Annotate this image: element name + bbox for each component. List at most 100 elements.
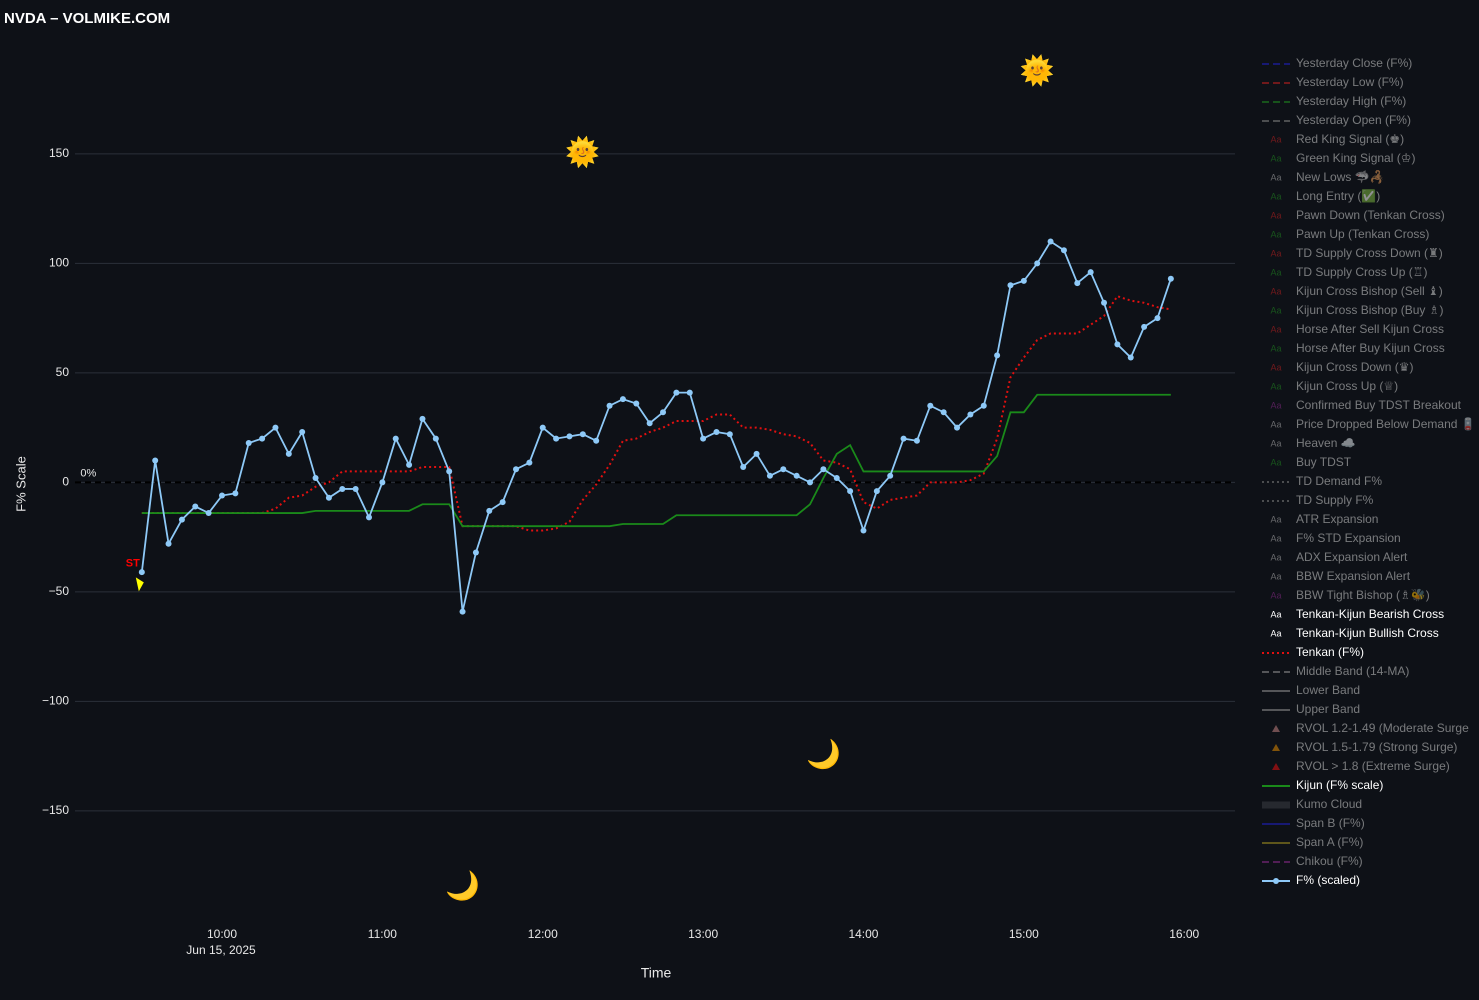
legend-label: Chikou (F%) [1296, 854, 1363, 868]
legend-symbol: Aa [1270, 153, 1281, 163]
legend-label: Tenkan-Kijun Bearish Cross [1296, 607, 1444, 621]
legend-item: F% (scaled) [1262, 873, 1360, 887]
data-point [1047, 238, 1054, 245]
data-point [980, 402, 987, 409]
data-point [245, 439, 252, 446]
legend-item: Aa Long Entry (✅) [1270, 189, 1380, 203]
legend-item: RVOL 1.2-1.49 (Moderate Surge [1272, 721, 1469, 735]
legend-label: Yesterday Open (F%) [1296, 113, 1411, 127]
data-point [553, 435, 560, 442]
legend-item: Aa TD Supply Cross Up (♖) [1270, 265, 1427, 279]
legend-item: TD Demand F% [1262, 474, 1382, 488]
annotation: 🌞 [1020, 53, 1055, 87]
data-point [1060, 247, 1067, 254]
legend-label: BBW Tight Bishop (♗🐝) [1296, 588, 1430, 602]
legend-label: Kijun (F% scale) [1296, 778, 1383, 792]
legend-item: Aa New Lows 🦈🦂 [1270, 169, 1384, 184]
legend-label: Upper Band [1296, 702, 1360, 716]
legend-symbol: Aa [1270, 191, 1281, 201]
legend-item: Tenkan (F%) [1262, 645, 1364, 659]
legend-label: RVOL > 1.8 (Extreme Surge) [1296, 759, 1450, 773]
data-point [913, 437, 920, 444]
data-point [579, 431, 586, 438]
legend-item: Span B (F%) [1262, 816, 1365, 830]
legend-symbol: Aa [1270, 514, 1281, 524]
data-point [1101, 299, 1108, 306]
legend-label: Pawn Down (Tenkan Cross) [1296, 208, 1445, 222]
data-point [1154, 315, 1161, 322]
data-point [766, 472, 773, 479]
legend-item: Aa ATR Expansion [1270, 512, 1378, 526]
data-point [272, 424, 279, 431]
legend-item: Aa TD Supply Cross Down (♜) [1270, 246, 1442, 260]
y-tick-label: 100 [49, 256, 69, 270]
legend-item: Aa Pawn Down (Tenkan Cross) [1270, 208, 1444, 222]
data-point [352, 485, 359, 492]
legend-label: Pawn Up (Tenkan Cross) [1296, 227, 1429, 241]
legend-label: TD Supply Cross Down (♜) [1296, 246, 1443, 260]
legend-item: Aa Horse After Buy Kijun Cross [1270, 341, 1444, 355]
legend-label: TD Supply Cross Up (♖) [1296, 265, 1427, 279]
x-tick-label: 14:00 [848, 927, 878, 941]
data-point [887, 472, 894, 479]
legend-label: Span A (F%) [1296, 835, 1363, 849]
data-point [940, 409, 947, 416]
data-point [513, 466, 520, 473]
legend-label: Confirmed Buy TDST Breakout [1296, 398, 1462, 412]
legend-symbol: Aa [1270, 628, 1281, 638]
data-point [873, 488, 880, 495]
legend-label: Span B (F%) [1296, 816, 1365, 830]
data-point [900, 435, 907, 442]
data-point [927, 402, 934, 409]
data-point [446, 468, 453, 475]
legend-item: Aa BBW Expansion Alert [1270, 569, 1410, 583]
legend-label: Tenkan-Kijun Bullish Cross [1296, 626, 1439, 640]
legend-label: Green King Signal (♔) [1296, 151, 1415, 165]
data-point [152, 457, 159, 464]
data-point [566, 433, 573, 440]
legend-label: F% (scaled) [1296, 873, 1360, 887]
legend-item: Aa Tenkan-Kijun Bearish Cross [1270, 607, 1444, 621]
data-point [259, 435, 266, 442]
data-point [793, 472, 800, 479]
legend-symbol [1273, 878, 1279, 884]
data-point [299, 429, 306, 436]
legend-label: Yesterday Close (F%) [1296, 56, 1412, 70]
legend-item: Aa Tenkan-Kijun Bullish Cross [1270, 626, 1438, 640]
x-date-label: Jun 15, 2025 [186, 943, 256, 957]
data-point [138, 569, 145, 576]
data-point [1167, 275, 1174, 282]
legend-label: RVOL 1.2-1.49 (Moderate Surge [1296, 721, 1469, 735]
legend-label: F% STD Expansion [1296, 531, 1401, 545]
legend-item: Kijun (F% scale) [1262, 778, 1383, 792]
data-point [192, 503, 199, 510]
data-point [780, 466, 787, 473]
legend-item: Aa Price Dropped Below Demand 🪫 [1270, 417, 1475, 431]
data-point [366, 514, 373, 521]
legend-item: Aa Heaven ☁️ [1270, 436, 1355, 450]
legend-symbol: Aa [1270, 229, 1281, 239]
data-point [379, 479, 386, 486]
data-point [1074, 280, 1081, 287]
legend-symbol: Aa [1270, 134, 1281, 144]
data-point [833, 475, 840, 481]
legend-symbol [1272, 725, 1280, 732]
legend-label: ADX Expansion Alert [1296, 550, 1408, 564]
legend-item: Aa Horse After Sell Kijun Cross [1270, 322, 1444, 336]
x-tick-label: 13:00 [688, 927, 718, 941]
data-point [860, 527, 867, 534]
legend-label: Kijun Cross Down (♛) [1296, 360, 1413, 374]
data-point [673, 389, 680, 396]
legend-symbol: Aa [1270, 172, 1281, 182]
legend-item: Aa Green King Signal (♔) [1270, 151, 1415, 165]
data-point [807, 479, 814, 486]
data-point [700, 435, 707, 442]
legend-item: Lower Band [1262, 683, 1360, 697]
legend-symbol: Aa [1270, 533, 1281, 543]
legend-label: Long Entry (✅) [1296, 189, 1380, 203]
legend-symbol: Aa [1270, 343, 1281, 353]
legend-item: Aa ADX Expansion Alert [1270, 550, 1408, 564]
legend-item: Aa Kijun Cross Down (♛) [1270, 360, 1413, 374]
data-point [219, 492, 226, 499]
y-axis-title: F% Scale [13, 456, 28, 512]
